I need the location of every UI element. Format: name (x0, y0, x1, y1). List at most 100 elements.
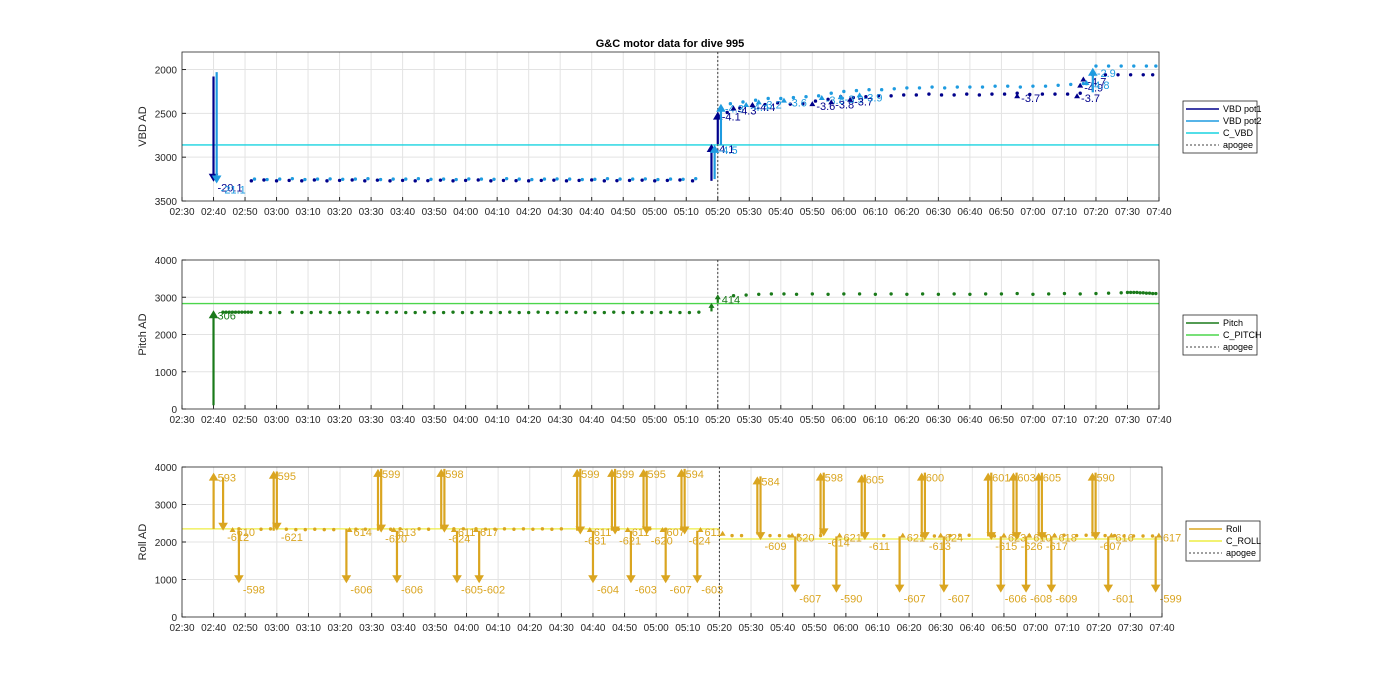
data-point (550, 527, 554, 531)
x-tick-label: 03:00 (264, 415, 289, 426)
step-arrow-head (894, 584, 905, 593)
data-point (574, 310, 578, 315)
step-arrow-head (626, 575, 636, 584)
step-label: 600 (926, 473, 944, 485)
data-point (467, 177, 471, 181)
data-point (842, 89, 846, 94)
step-label: 601 (992, 473, 1010, 485)
step-label: -3.6 (788, 98, 807, 110)
step-arrow-head (1077, 82, 1084, 88)
data-point (290, 310, 295, 314)
data-point (936, 292, 941, 296)
data-point (287, 178, 291, 183)
data-point (980, 85, 985, 89)
data-point (777, 533, 782, 538)
data-point (347, 310, 351, 314)
data-point (738, 106, 742, 110)
step-label: -624 (448, 534, 470, 546)
data-point (531, 527, 535, 531)
step-arrow-head (234, 575, 244, 584)
x-tick-label: 07:40 (1146, 415, 1171, 426)
data-point (993, 84, 997, 88)
x-tick-label: 07:10 (1052, 207, 1077, 218)
data-point (590, 178, 594, 182)
data-point (663, 527, 668, 531)
step-arrow-head (473, 527, 479, 532)
data-point (504, 176, 509, 181)
data-point (517, 310, 521, 315)
data-point (1132, 290, 1136, 295)
x-tick-label: 07:20 (1083, 415, 1108, 426)
data-point (1031, 292, 1035, 296)
step-arrow-head (847, 96, 854, 102)
data-point (249, 310, 254, 314)
data-point (794, 292, 799, 296)
data-point (930, 85, 934, 89)
data-point (1031, 84, 1035, 88)
data-point (766, 96, 770, 101)
step-arrow-head (1026, 532, 1033, 538)
legend-label: C_PITCH (1223, 330, 1262, 340)
data-point (1135, 290, 1139, 295)
step-arrow-head (346, 527, 353, 532)
step-arrow-head (831, 584, 842, 593)
data-point (417, 527, 421, 531)
data-point (221, 310, 225, 314)
y-tick-label: 3000 (155, 153, 178, 164)
data-point (1103, 533, 1107, 538)
step-arrow-head (610, 526, 620, 535)
data-point (555, 310, 559, 315)
step-label: 598 (445, 469, 463, 481)
data-point (690, 179, 695, 183)
data-point (1141, 73, 1145, 77)
data-point (540, 527, 545, 531)
data-point (479, 177, 484, 181)
data-point (274, 179, 279, 183)
step-arrow-head (856, 92, 863, 98)
step-arrow-head (641, 526, 652, 535)
step-arrow-head (1046, 584, 1057, 593)
step-label: 599 (616, 469, 634, 481)
data-point (564, 179, 569, 183)
data-point (1056, 83, 1060, 88)
data-point (233, 310, 238, 314)
data-point (536, 310, 540, 314)
y-tick-label: 1000 (155, 368, 178, 379)
data-point (1015, 291, 1019, 296)
y-tick-label: 2000 (155, 331, 178, 342)
step-label: 621 (907, 533, 925, 545)
figure-title: G&C motor data for dive 995 (596, 38, 745, 50)
data-point (1125, 290, 1130, 295)
x-tick-label: 07:10 (1055, 623, 1080, 634)
data-point (905, 292, 909, 296)
x-tick-label: 05:00 (642, 415, 667, 426)
step-label: -621 (281, 532, 303, 544)
data-point (678, 178, 682, 182)
x-tick-label: 04:30 (548, 415, 573, 426)
x-tick-label: 06:40 (957, 207, 982, 218)
step-arrow-head (708, 302, 715, 308)
step-label: -2.9 (1097, 68, 1116, 80)
data-point (539, 178, 543, 183)
data-point (965, 92, 969, 96)
step-arrow-head (588, 575, 598, 584)
data-point (315, 177, 320, 181)
step-arrow-head (716, 103, 726, 112)
data-point (694, 176, 698, 181)
step-label: 603 (1017, 473, 1035, 485)
x-tick-label: 05:40 (768, 207, 793, 218)
step-label: -606 (350, 584, 372, 596)
step-arrow-head (697, 527, 704, 532)
data-point (952, 292, 956, 296)
data-point (927, 92, 931, 96)
data-point (268, 310, 272, 315)
data-point (957, 533, 962, 537)
y-axis-label: Roll AD (137, 524, 149, 561)
data-point (659, 310, 663, 315)
step-arrow-head (208, 472, 219, 481)
data-point (429, 177, 433, 181)
data-point (932, 534, 937, 538)
step-label: -4.4 (756, 102, 775, 114)
step-arrow-head (1103, 584, 1114, 593)
